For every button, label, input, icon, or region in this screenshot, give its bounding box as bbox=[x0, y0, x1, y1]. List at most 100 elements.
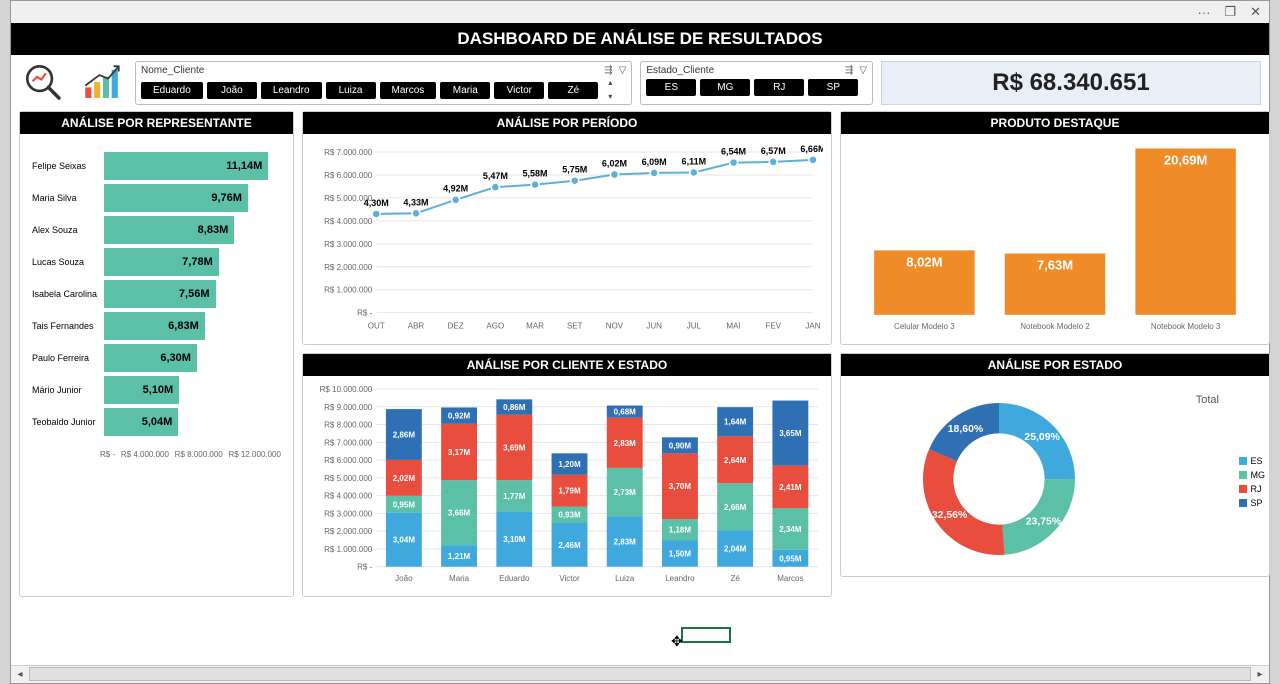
svg-text:0,68M: 0,68M bbox=[614, 407, 637, 416]
svg-text:R$ 2.000.000: R$ 2.000.000 bbox=[324, 263, 373, 272]
magnifier-chart-icon bbox=[19, 61, 69, 105]
svg-text:SET: SET bbox=[567, 322, 583, 331]
svg-text:3,70M: 3,70M bbox=[669, 482, 692, 491]
svg-text:1,50M: 1,50M bbox=[669, 549, 692, 558]
svg-text:R$ 10.000.000: R$ 10.000.000 bbox=[320, 385, 373, 394]
svg-text:R$ 2.000.000: R$ 2.000.000 bbox=[324, 527, 373, 536]
stacked-chart: R$ -R$ 1.000.000R$ 2.000.000R$ 3.000.000… bbox=[311, 384, 823, 585]
clear-filter-icon[interactable]: ▽ bbox=[619, 65, 627, 76]
card-title: ANÁLISE POR CLIENTE X ESTADO bbox=[303, 354, 831, 376]
svg-text:ABR: ABR bbox=[408, 322, 425, 331]
card-title: PRODUTO DESTAQUE bbox=[841, 112, 1269, 134]
svg-text:0,95M: 0,95M bbox=[779, 554, 802, 563]
svg-text:R$ 7.000.000: R$ 7.000.000 bbox=[324, 438, 373, 447]
legend-title: Total bbox=[1196, 394, 1219, 406]
svg-text:R$ -: R$ - bbox=[357, 309, 372, 318]
close-icon[interactable]: ✕ bbox=[1250, 4, 1261, 20]
filter-bar: Nome_Cliente ⇶ ▽ EduardoJoãoLeandroLuiza… bbox=[11, 55, 1269, 111]
svg-text:5,75M: 5,75M bbox=[562, 165, 587, 175]
svg-text:2,64M: 2,64M bbox=[724, 455, 747, 464]
svg-text:1,79M: 1,79M bbox=[558, 486, 581, 495]
legend-item: ES bbox=[1239, 456, 1266, 466]
slicer-chip[interactable]: Eduardo bbox=[141, 82, 203, 99]
slicer-chip[interactable]: Zé bbox=[548, 82, 598, 99]
rep-bar-row: Maria Silva9,76M bbox=[32, 184, 281, 212]
card-representante: ANÁLISE POR REPRESENTANTE Felipe Seixas1… bbox=[19, 111, 294, 597]
svg-text:R$ 9.000.000: R$ 9.000.000 bbox=[324, 403, 373, 412]
svg-text:7,63M: 7,63M bbox=[1037, 258, 1073, 273]
svg-text:Luiza: Luiza bbox=[615, 574, 635, 583]
svg-text:2,83M: 2,83M bbox=[614, 439, 637, 448]
svg-text:0,93M: 0,93M bbox=[558, 510, 581, 519]
svg-text:1,20M: 1,20M bbox=[558, 460, 581, 469]
svg-text:R$ -: R$ - bbox=[357, 562, 372, 571]
svg-text:18,60%: 18,60% bbox=[948, 424, 983, 435]
svg-text:2,83M: 2,83M bbox=[614, 537, 637, 546]
svg-text:Celular Modelo 3: Celular Modelo 3 bbox=[894, 322, 955, 331]
svg-text:2,46M: 2,46M bbox=[558, 541, 581, 550]
svg-text:MAI: MAI bbox=[726, 322, 740, 331]
scroll-left-icon[interactable]: ◂ bbox=[11, 669, 29, 680]
svg-text:32,56%: 32,56% bbox=[932, 510, 967, 521]
line-chart: R$ - R$ 1.000.000 R$ 2.000.000 R$ 3.000.000… bbox=[311, 142, 823, 333]
svg-text:6,09M: 6,09M bbox=[642, 157, 667, 167]
titlebar: ··· ❐ ✕ bbox=[11, 1, 1269, 23]
svg-text:Eduardo: Eduardo bbox=[499, 574, 530, 583]
svg-text:OUT: OUT bbox=[368, 322, 385, 331]
restore-icon[interactable]: ❐ bbox=[1224, 4, 1236, 20]
svg-text:R$ 4.000.000: R$ 4.000.000 bbox=[324, 217, 373, 226]
svg-text:R$ 3.000.000: R$ 3.000.000 bbox=[324, 240, 373, 249]
svg-text:4,33M: 4,33M bbox=[403, 197, 428, 207]
svg-text:4,30M: 4,30M bbox=[364, 198, 389, 208]
svg-text:1,64M: 1,64M bbox=[724, 417, 747, 426]
svg-text:R$ 5.000.000: R$ 5.000.000 bbox=[324, 474, 373, 483]
svg-text:3,65M: 3,65M bbox=[779, 429, 802, 438]
card-title: ANÁLISE POR REPRESENTANTE bbox=[20, 112, 293, 134]
slicer-chip[interactable]: Maria bbox=[440, 82, 490, 99]
slicer-chip[interactable]: Marcos bbox=[380, 82, 437, 99]
rep-bar-row: Isabela Carolina7,56M bbox=[32, 280, 281, 308]
svg-text:3,10M: 3,10M bbox=[503, 535, 526, 544]
clear-filter-icon[interactable]: ▽ bbox=[859, 65, 867, 76]
selected-cell[interactable] bbox=[681, 627, 731, 643]
multi-select-icon[interactable]: ⇶ bbox=[604, 65, 612, 76]
slicer-title: Estado_Cliente bbox=[646, 65, 714, 76]
svg-text:1,21M: 1,21M bbox=[448, 552, 471, 561]
svg-text:3,66M: 3,66M bbox=[448, 508, 471, 517]
svg-text:2,86M: 2,86M bbox=[393, 430, 416, 439]
svg-text:2,02M: 2,02M bbox=[393, 474, 416, 483]
card-produto: PRODUTO DESTAQUE 8,02MCelular Modelo 37,… bbox=[840, 111, 1270, 345]
slicer-chip[interactable]: SP bbox=[808, 79, 858, 96]
dashboard-title: DASHBOARD DE ANÁLISE DE RESULTADOS bbox=[11, 23, 1269, 55]
svg-text:5,47M: 5,47M bbox=[483, 171, 508, 181]
rep-bar-row: Alex Souza8,83M bbox=[32, 216, 281, 244]
cursor-icon: ✥ bbox=[671, 633, 683, 650]
slicer-chip[interactable]: Luiza bbox=[326, 82, 376, 99]
scroll-right-icon[interactable]: ▸ bbox=[1251, 669, 1269, 680]
more-icon[interactable]: ··· bbox=[1197, 5, 1210, 20]
multi-select-icon[interactable]: ⇶ bbox=[845, 65, 853, 76]
card-estado: ANÁLISE POR ESTADO 25,09%23,75%32,56%18,… bbox=[840, 353, 1270, 577]
svg-text:4,92M: 4,92M bbox=[443, 184, 468, 194]
svg-text:Victor: Victor bbox=[559, 574, 580, 583]
legend-item: MG bbox=[1239, 470, 1266, 480]
slicer-chip[interactable]: MG bbox=[700, 79, 750, 96]
svg-text:0,92M: 0,92M bbox=[448, 411, 471, 420]
slicer-nome-cliente[interactable]: Nome_Cliente ⇶ ▽ EduardoJoãoLeandroLuiza… bbox=[135, 61, 632, 105]
slicer-chip[interactable]: Victor bbox=[494, 82, 544, 99]
svg-text:1,18M: 1,18M bbox=[669, 525, 692, 534]
slicer-chip[interactable]: ES bbox=[646, 79, 696, 96]
svg-text:AGO: AGO bbox=[486, 322, 504, 331]
bar-growth-icon bbox=[77, 61, 127, 105]
svg-text:R$ 1.000.000: R$ 1.000.000 bbox=[324, 286, 373, 295]
slicer-chip[interactable]: João bbox=[207, 82, 257, 99]
svg-text:DEZ: DEZ bbox=[448, 322, 464, 331]
svg-text:R$ 4.000.000: R$ 4.000.000 bbox=[324, 491, 373, 500]
slicer-chip[interactable]: Leandro bbox=[261, 82, 322, 99]
svg-text:3,04M: 3,04M bbox=[393, 535, 416, 544]
horizontal-scrollbar[interactable]: ◂ ▸ bbox=[11, 665, 1269, 683]
slicer-estado-cliente[interactable]: Estado_Cliente ⇶ ▽ ESMGRJSP bbox=[640, 61, 873, 105]
svg-text:R$ 7.000.000: R$ 7.000.000 bbox=[324, 148, 373, 157]
slicer-chip[interactable]: RJ bbox=[754, 79, 804, 96]
svg-text:JAN: JAN bbox=[805, 322, 820, 331]
